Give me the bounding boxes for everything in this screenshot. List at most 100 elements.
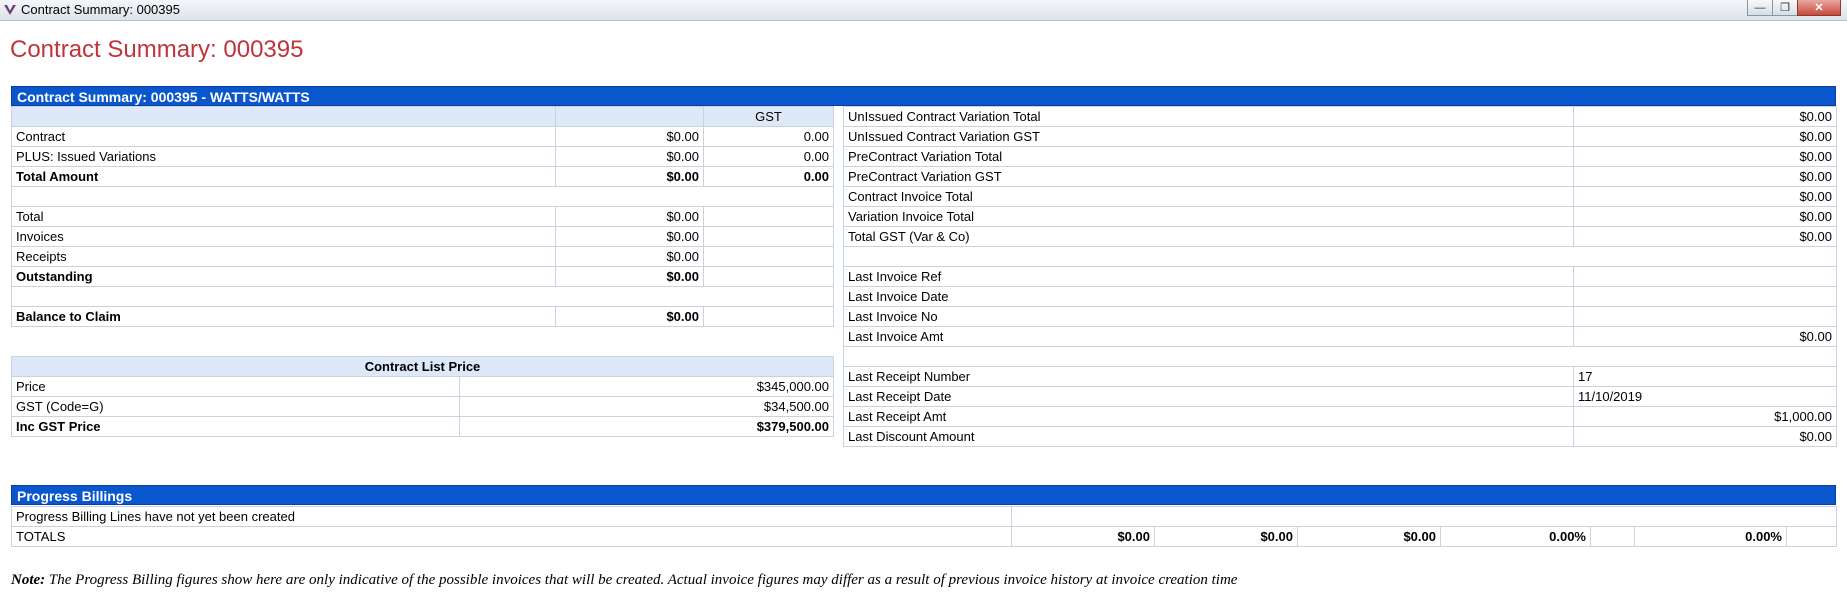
row-amount: $0.00	[555, 226, 704, 247]
row-label: Last Receipt Number	[843, 366, 1574, 387]
row-label: Last Invoice Ref	[843, 266, 1574, 287]
summary-row: Total Amount $0.00 0.00	[11, 166, 834, 187]
row-label: Total GST (Var & Co)	[843, 226, 1574, 247]
row-label: Receipts	[11, 246, 556, 267]
row-label: PreContract Variation GST	[843, 166, 1574, 187]
row-blank	[703, 266, 834, 287]
row-value: $0.00	[1573, 326, 1837, 347]
spacer-cell	[11, 186, 834, 207]
header-blank	[555, 106, 704, 127]
row-label: Price	[11, 376, 460, 397]
row-label: Last Receipt Amt	[843, 406, 1574, 427]
totals-label: TOTALS	[11, 526, 1012, 547]
balance-row: Balance to Claim $0.00	[11, 306, 834, 327]
window-title: Contract Summary: 000395	[21, 2, 180, 17]
detail-row: UnIssued Contract Variation Total $0.00	[843, 106, 1837, 127]
progress-totals-row: TOTALS $0.00 $0.00 $0.00 0.00% 0.00%	[11, 526, 1838, 547]
summary-row: PLUS: Issued Variations $0.00 0.00	[11, 146, 834, 167]
row-amount: $0.00	[555, 146, 704, 167]
summary-row: Total $0.00	[11, 206, 834, 227]
row-label: Outstanding	[11, 266, 556, 287]
row-label: UnIssued Contract Variation GST	[843, 126, 1574, 147]
detail-row: Last Receipt Number 17	[843, 366, 1837, 387]
row-label: GST (Code=G)	[11, 396, 460, 417]
totals-value: $0.00	[1011, 526, 1155, 547]
detail-row: Last Receipt Date 11/10/2019	[843, 386, 1837, 407]
row-value: $0.00	[1573, 166, 1837, 187]
row-label: Inc GST Price	[11, 416, 460, 437]
row-value: $0.00	[1573, 106, 1837, 127]
detail-row: Last Invoice No	[843, 306, 1837, 327]
row-value: $345,000.00	[459, 376, 834, 397]
row-value: $0.00	[1573, 186, 1837, 207]
header-blank	[11, 106, 556, 127]
detail-row: Total GST (Var & Co) $0.00	[843, 226, 1837, 247]
progress-billings-table: Progress Billing Lines have not yet been…	[11, 506, 1838, 547]
totals-value: 0.00%	[1440, 526, 1591, 547]
row-gst: 0.00	[703, 146, 834, 167]
detail-row: Last Invoice Amt $0.00	[843, 326, 1837, 347]
row-blank	[703, 306, 834, 327]
list-price-row: Inc GST Price $379,500.00	[11, 416, 834, 437]
minimize-button[interactable]: —	[1747, 0, 1773, 16]
row-label: Total	[11, 206, 556, 227]
summary-row: Contract $0.00 0.00	[11, 126, 834, 147]
row-value: $0.00	[1573, 226, 1837, 247]
row-value: 11/10/2019	[1573, 386, 1837, 407]
detail-row: UnIssued Contract Variation GST $0.00	[843, 126, 1837, 147]
row-amount: $0.00	[555, 166, 704, 187]
detail-row: PreContract Variation GST $0.00	[843, 166, 1837, 187]
totals-value: 0.00%	[1634, 526, 1787, 547]
restore-button[interactable]: ❐	[1772, 0, 1798, 16]
row-label: Last Invoice No	[843, 306, 1574, 327]
spacer-cell	[843, 246, 1837, 267]
detail-row: Last Receipt Amt $1,000.00	[843, 406, 1837, 427]
progress-note: Note: The Progress Billing figures show …	[11, 572, 1237, 589]
detail-row: Contract Invoice Total $0.00	[843, 186, 1837, 207]
detail-row: Variation Invoice Total $0.00	[843, 206, 1837, 227]
totals-value: $0.00	[1297, 526, 1441, 547]
contract-details-table: UnIssued Contract Variation Total $0.00 U…	[843, 106, 1837, 447]
row-label: Last Discount Amount	[843, 426, 1574, 447]
row-value: 17	[1573, 366, 1837, 387]
row-value	[1573, 286, 1837, 307]
spacer-row	[843, 346, 1837, 367]
row-label: Invoices	[11, 226, 556, 247]
row-value: $0.00	[1573, 146, 1837, 167]
summary-header-row: GST	[11, 106, 834, 127]
spacer-row	[843, 246, 1837, 267]
totals-value	[1590, 526, 1635, 547]
progress-billings-header: Progress Billings	[11, 485, 1836, 505]
row-value: $379,500.00	[459, 416, 834, 437]
restore-icon: ❐	[1780, 2, 1790, 14]
row-value	[1573, 266, 1837, 287]
detail-row: PreContract Variation Total $0.00	[843, 146, 1837, 167]
progress-empty-message: Progress Billing Lines have not yet been…	[11, 506, 1012, 527]
row-amount: $0.00	[555, 306, 704, 327]
row-blank	[703, 206, 834, 227]
progress-message-row: Progress Billing Lines have not yet been…	[11, 506, 1838, 527]
summary-row: Invoices $0.00	[11, 226, 834, 247]
row-value	[1573, 306, 1837, 327]
contract-summary-header: Contract Summary: 000395 - WATTS/WATTS	[11, 86, 1836, 106]
totals-value	[1785, 526, 1838, 547]
spacer-cell	[843, 346, 1837, 367]
list-price-table: Contract List Price Price $345,000.00 GS…	[11, 356, 834, 437]
row-value: $1,000.00	[1573, 406, 1837, 427]
row-blank	[1010, 506, 1838, 527]
gst-column-header: GST	[703, 106, 834, 127]
summary-table: GST Contract $0.00 0.00 PLUS: Issued Var…	[11, 106, 834, 327]
row-blank	[703, 246, 834, 267]
close-button[interactable]: ✕	[1797, 0, 1841, 16]
row-amount: $0.00	[555, 246, 704, 267]
row-gst: 0.00	[703, 166, 834, 187]
spacer-cell	[11, 286, 834, 307]
row-label: UnIssued Contract Variation Total	[843, 106, 1574, 127]
row-value: $0.00	[1573, 206, 1837, 227]
row-gst: 0.00	[703, 126, 834, 147]
row-label: Last Invoice Date	[843, 286, 1574, 307]
row-label: PreContract Variation Total	[843, 146, 1574, 167]
row-amount: $0.00	[555, 126, 704, 147]
row-label: Contract	[11, 126, 556, 147]
detail-row: Last Invoice Date	[843, 286, 1837, 307]
